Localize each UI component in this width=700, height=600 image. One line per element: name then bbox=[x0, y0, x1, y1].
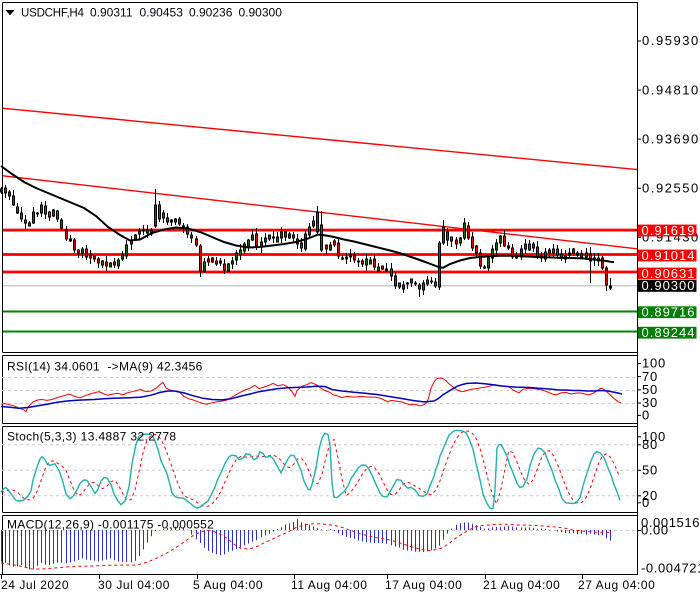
svg-text:0.93690: 0.93690 bbox=[642, 131, 700, 146]
svg-text:80: 80 bbox=[642, 437, 658, 452]
svg-text:0.90236: 0.90236 bbox=[189, 6, 233, 20]
svg-text:0.00: 0.00 bbox=[641, 523, 669, 538]
svg-text:24 Jul 2020: 24 Jul 2020 bbox=[1, 578, 69, 592]
svg-text:0.95930: 0.95930 bbox=[642, 33, 700, 48]
svg-text:50: 50 bbox=[642, 463, 658, 478]
svg-text:0.90300: 0.90300 bbox=[642, 278, 696, 293]
svg-text:0.001516: 0.001516 bbox=[641, 515, 700, 530]
svg-text:100: 100 bbox=[642, 429, 666, 444]
svg-text:27 Aug 04:00: 27 Aug 04:00 bbox=[578, 578, 655, 592]
svg-text:30 Jul 04:00: 30 Jul 04:00 bbox=[98, 578, 170, 592]
svg-text:USDCHF,H4: USDCHF,H4 bbox=[21, 8, 85, 20]
svg-text:20: 20 bbox=[642, 488, 658, 503]
svg-text:30: 30 bbox=[642, 395, 658, 410]
svg-text:5 Aug 04:00: 5 Aug 04:00 bbox=[193, 578, 263, 592]
svg-text:0.92550: 0.92550 bbox=[642, 180, 700, 195]
svg-text:0.90453: 0.90453 bbox=[140, 6, 184, 20]
svg-text:0: 0 bbox=[642, 408, 650, 423]
svg-text:11 Aug 04:00: 11 Aug 04:00 bbox=[291, 578, 367, 592]
svg-text:RSI(14) 34.0601 ->MA(9) 42.34: RSI(14) 34.0601 ->MA(9) 42.3456 bbox=[7, 360, 203, 374]
svg-text:0.91619: 0.91619 bbox=[642, 223, 696, 238]
svg-text:0.94810: 0.94810 bbox=[642, 82, 700, 97]
svg-text:0.89244: 0.89244 bbox=[642, 325, 696, 340]
svg-text:0: 0 bbox=[642, 495, 650, 510]
svg-text:MACD(12,26,9) -0.001175 -0.000: MACD(12,26,9) -0.001175 -0.000552 bbox=[7, 518, 214, 532]
svg-text:0.90631: 0.90631 bbox=[642, 266, 696, 281]
svg-text:Stoch(5,3,3) 13.4887 32.2778: Stoch(5,3,3) 13.4887 32.2778 bbox=[7, 430, 176, 444]
svg-text:-0.004721: -0.004721 bbox=[641, 561, 700, 576]
svg-text:0.89716: 0.89716 bbox=[642, 305, 696, 320]
svg-text:0.90311: 0.90311 bbox=[90, 6, 133, 20]
svg-text:0.90300: 0.90300 bbox=[239, 6, 283, 20]
svg-text:21 Aug 04:00: 21 Aug 04:00 bbox=[483, 578, 560, 592]
svg-text:70: 70 bbox=[642, 369, 658, 384]
svg-text:50: 50 bbox=[642, 382, 658, 397]
svg-text:0.91014: 0.91014 bbox=[642, 248, 696, 263]
svg-text:17 Aug 04:00: 17 Aug 04:00 bbox=[385, 578, 462, 592]
svg-text:100: 100 bbox=[642, 356, 666, 371]
